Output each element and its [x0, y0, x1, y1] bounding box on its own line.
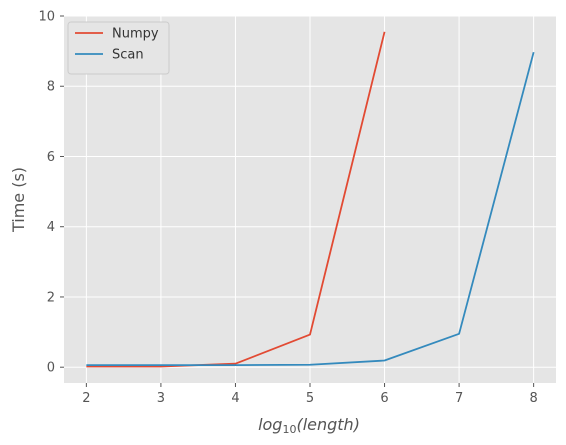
y-tick-label: 4: [47, 220, 55, 235]
ticks: 2 3 4 5 6 7 8 0 2 4 6 8 10: [38, 10, 537, 407]
x-tick-label: 8: [529, 391, 537, 406]
x-tick-label: 2: [82, 391, 90, 406]
y-axis-label: Time (s): [9, 167, 28, 233]
legend-box: [67, 21, 170, 75]
y-tick-label: 0: [47, 361, 55, 376]
x-axis-label-prefix: log: [258, 415, 282, 434]
y-tick-label: 8: [47, 80, 55, 95]
y-tick-label: 10: [38, 10, 55, 25]
x-tick-label: 4: [231, 391, 239, 406]
series-line-numpy: [86, 31, 386, 368]
series-line-scan: [86, 51, 535, 366]
x-tick-label: 7: [455, 391, 463, 406]
x-axis-label-suffix: (length): [296, 415, 359, 434]
legend-label: Numpy: [112, 27, 159, 42]
x-tick-label: 6: [380, 391, 388, 406]
x-tick-label: 3: [157, 391, 165, 406]
x-axis-label-subscript: 10: [282, 423, 296, 436]
x-axis-label: log10(length): [258, 415, 360, 436]
y-tick-label: 2: [47, 290, 55, 305]
x-tick-label: 5: [306, 391, 314, 406]
series-lines: [86, 31, 535, 368]
legend-label: Scan: [112, 48, 144, 63]
legend: Numpy Scan: [67, 21, 170, 75]
y-tick-label: 6: [47, 150, 55, 165]
